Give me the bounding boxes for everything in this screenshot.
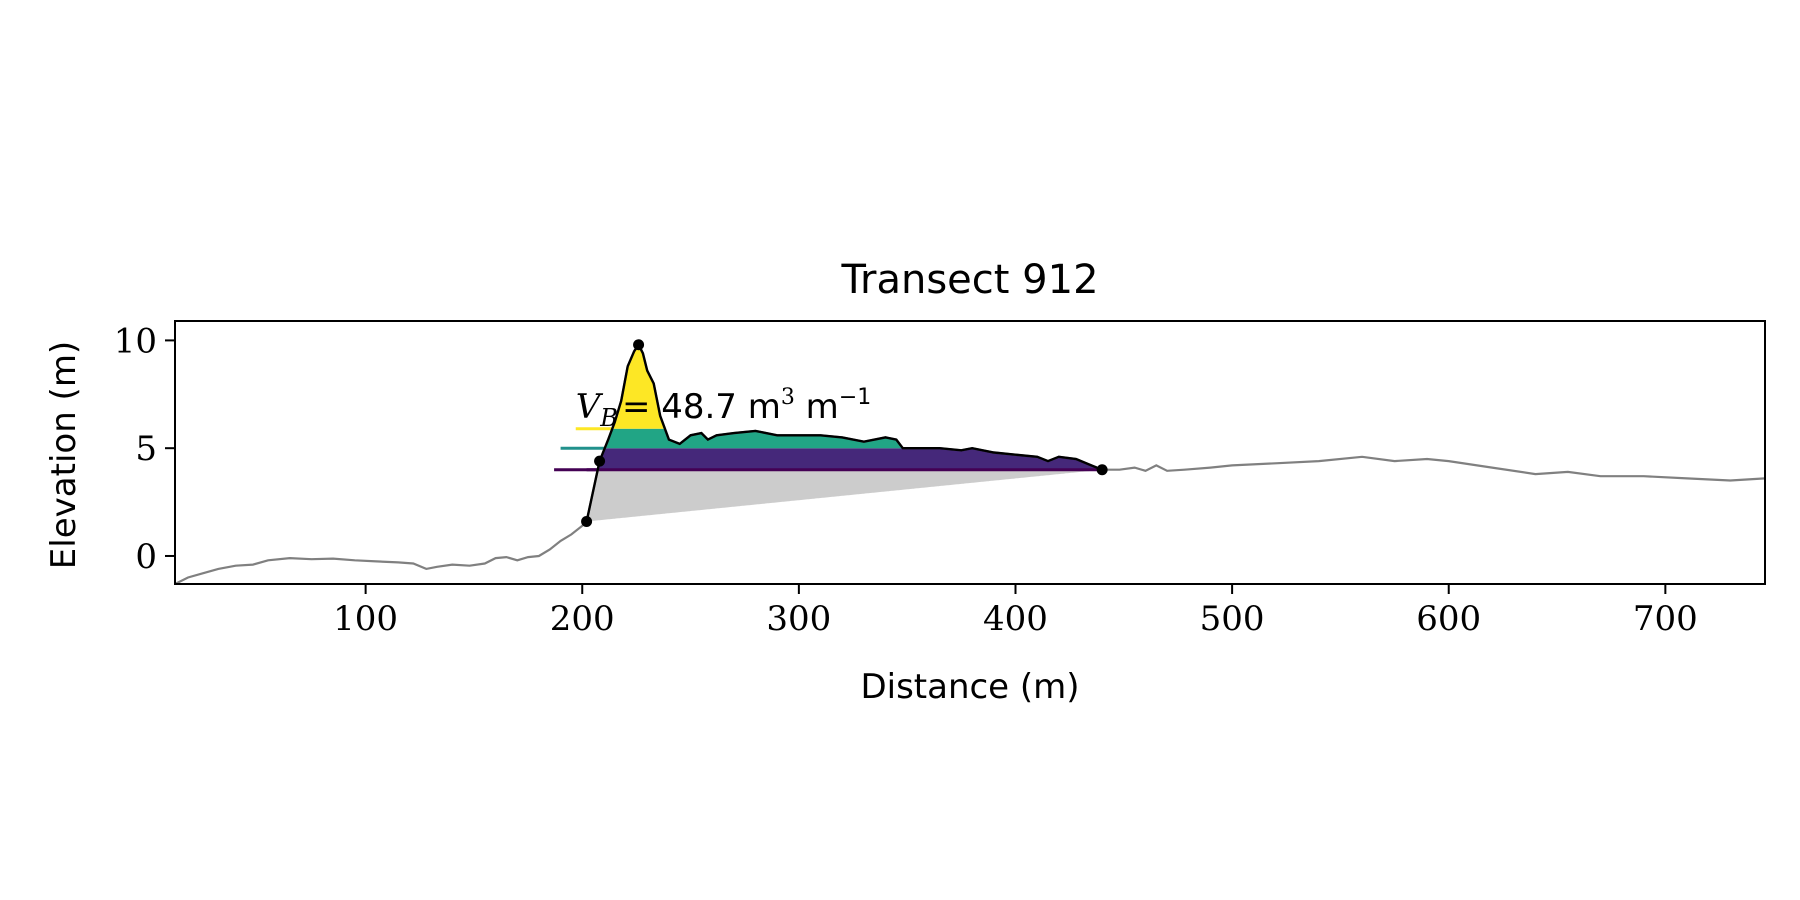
- dune-profile-line: [585, 342, 1103, 522]
- x-tick-label: 700: [1633, 599, 1698, 639]
- x-tick-label: 600: [1416, 599, 1481, 639]
- middle-volume-fill: [586, 448, 1103, 470]
- key-points: [581, 339, 1108, 527]
- chart-title: Transect 912: [840, 257, 1098, 303]
- y-tick-label: 10: [114, 321, 157, 361]
- volume-annotation: VB = 48.7 m3 m−1: [576, 385, 872, 432]
- key-point-2: [594, 455, 606, 467]
- x-tick-label: 100: [333, 599, 398, 639]
- x-tick-label: 300: [766, 599, 831, 639]
- annotation-per-unit: m: [795, 387, 839, 427]
- key-point-3: [633, 339, 645, 351]
- top-volume-fill: [586, 344, 1103, 429]
- annotation-subscript: B: [599, 404, 618, 432]
- base-volume-fill: [586, 469, 1103, 522]
- y-axis-ticks: 0 5 10: [114, 321, 175, 577]
- x-tick-label: 200: [550, 599, 615, 639]
- annotation-unit-exponent: 3: [781, 385, 795, 410]
- y-tick-label: 5: [135, 429, 157, 469]
- y-axis-label: Elevation (m): [44, 341, 84, 569]
- plot-frame: [174, 320, 1766, 585]
- x-axis-ticks: 100 200 300 400 500 600 700: [333, 584, 1698, 639]
- annotation-value: = 48.7 m: [622, 387, 781, 427]
- x-axis-label: Distance (m): [860, 667, 1079, 707]
- annotation-per-exponent: −1: [839, 385, 871, 410]
- key-point-1: [581, 515, 593, 527]
- annotation-symbol: V: [576, 387, 604, 427]
- x-tick-label: 400: [983, 599, 1048, 639]
- x-tick-label: 500: [1200, 599, 1265, 639]
- key-point-4: [1096, 464, 1108, 476]
- y-tick-label: 0: [135, 537, 157, 577]
- level-lines: [554, 427, 1103, 472]
